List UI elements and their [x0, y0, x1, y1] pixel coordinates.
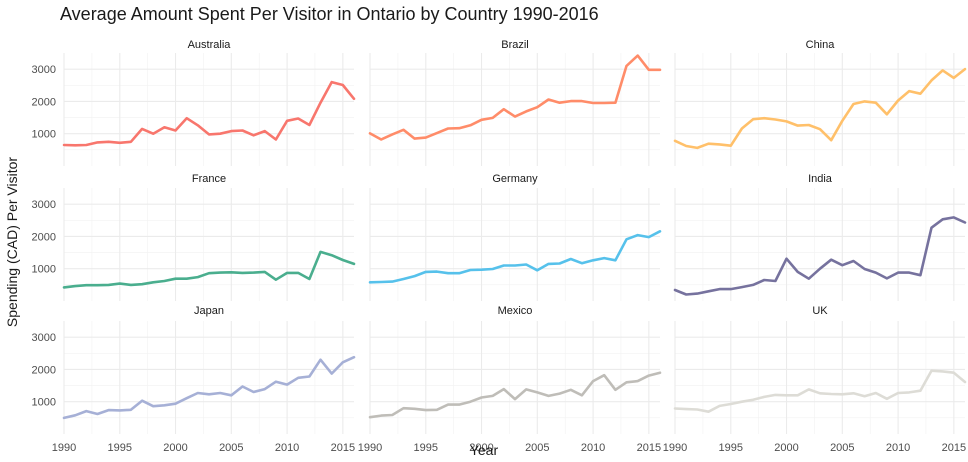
y-tick-label: 3000: [32, 199, 56, 211]
facet-uk: UK 1990 1995 2000 2005 2010 2015: [663, 305, 967, 454]
y-tick-label: 2000: [32, 231, 56, 243]
x-tick-label: 2015: [637, 442, 661, 454]
x-tick-label: 2010: [275, 442, 299, 454]
series-line-australia: [62, 80, 356, 147]
series-line-china: [673, 67, 967, 150]
x-tick-label: 2015: [942, 442, 966, 454]
x-tick-label: 2000: [774, 442, 798, 454]
series-line-uk: [673, 369, 967, 413]
series-line-mexico: [368, 371, 662, 419]
facet-mexico: Mexico 1990 1995 2000 2005 2010 2015: [358, 305, 662, 454]
facet-label-germany: Germany: [492, 173, 538, 185]
facet-label-mexico: Mexico: [498, 305, 533, 317]
series-line-france: [62, 250, 356, 289]
y-tick-label: 1000: [32, 397, 56, 409]
x-tick-label: 2005: [830, 442, 854, 454]
facet-france: France 1000 2000 3000: [32, 173, 356, 301]
facet-brazil: Brazil: [368, 39, 662, 166]
series-line-japan: [62, 355, 356, 420]
x-tick-label: 2010: [886, 442, 910, 454]
facet-japan: Japan 1000 2000 3000 1990 1995 2000 2005 2010 201…: [32, 305, 356, 454]
y-tick-label: 1000: [32, 129, 56, 141]
x-tick-label: 1990: [358, 442, 382, 454]
y-axis-label: Spending (CAD) Per Visitor: [4, 156, 20, 328]
x-tick-label: 2010: [581, 442, 605, 454]
facet-label-india: India: [808, 173, 833, 185]
series-line-brazil: [368, 54, 662, 141]
x-tick-label: 2015: [331, 442, 355, 454]
facet-label-japan: Japan: [194, 305, 224, 317]
x-axis-label: Year: [469, 442, 499, 458]
x-tick-label: 1995: [719, 442, 743, 454]
facet-label-uk: UK: [812, 305, 828, 317]
facet-india: India: [673, 173, 967, 301]
series-line-germany: [368, 230, 662, 284]
series-line-india: [673, 216, 967, 296]
facet-germany: Germany: [368, 173, 662, 301]
y-tick-label: 2000: [32, 96, 56, 108]
y-tick-label: 1000: [32, 264, 56, 276]
x-tick-label: 1995: [414, 442, 438, 454]
x-tick-label: 1995: [108, 442, 132, 454]
x-tick-label: 1990: [663, 442, 687, 454]
x-tick-label: 2000: [163, 442, 187, 454]
facet-china: China: [673, 39, 967, 166]
facet-label-brazil: Brazil: [501, 39, 529, 51]
facet-label-australia: Australia: [188, 39, 232, 51]
y-tick-label: 3000: [32, 332, 56, 344]
facet-australia: Australia 1000 2000 3000: [32, 39, 356, 166]
y-tick-label: 3000: [32, 64, 56, 76]
x-tick-label: 2005: [219, 442, 243, 454]
x-tick-label: 2000: [469, 442, 493, 454]
x-tick-label: 2005: [525, 442, 549, 454]
x-tick-label: 1990: [52, 442, 76, 454]
facet-label-france: France: [192, 173, 226, 185]
y-tick-label: 2000: [32, 364, 56, 376]
chart-title: Average Amount Spent Per Visitor in Onta…: [60, 4, 599, 24]
facet-label-china: China: [806, 39, 836, 51]
